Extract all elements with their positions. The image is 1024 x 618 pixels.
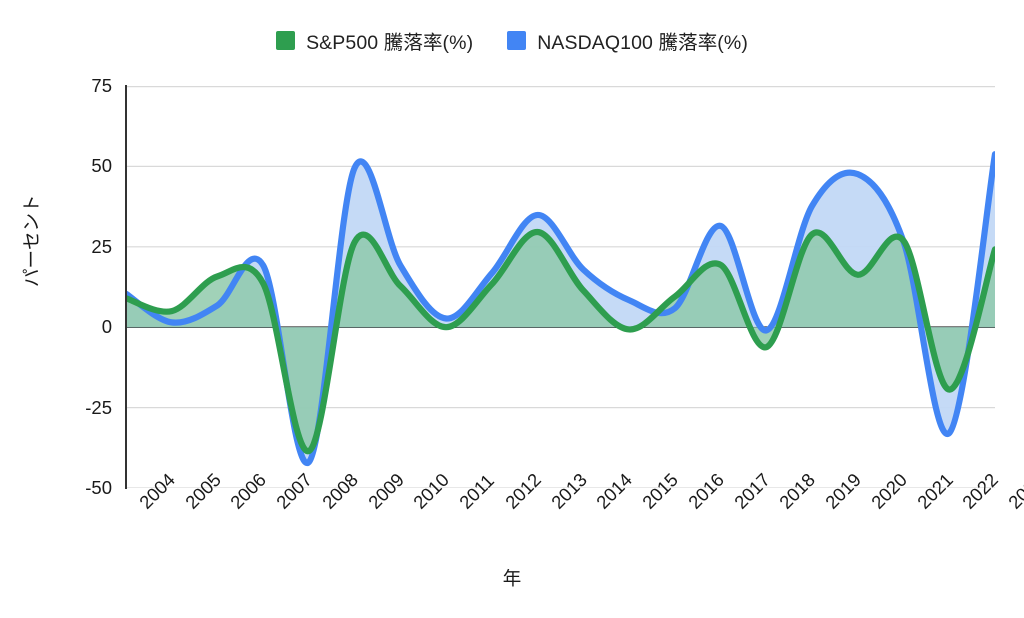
x-tick-label: 2017 [729,468,774,513]
legend-item-nasdaq100[interactable]: NASDAQ100 騰落率(%) [507,26,748,55]
x-tick-label: 2023 [1004,468,1024,513]
x-tick-label: 2007 [272,468,317,513]
y-axis-title: パーセント [21,194,42,287]
x-tick-label: 2005 [180,468,225,513]
plot-area [126,86,995,488]
y-tick-label: -50 [85,477,112,498]
chart-plot-svg [126,86,995,488]
x-tick-label: 2009 [363,468,408,513]
x-tick-label: 2015 [638,468,683,513]
y-axis-line [125,85,127,489]
y-tick-label: 75 [91,75,112,96]
chart-legend: S&P500 騰落率(%) NASDAQ100 騰落率(%) [0,26,1024,55]
y-tick-label: 0 [101,316,112,338]
x-axis-title: 年 [502,568,522,589]
x-tick-label: 2014 [592,468,637,513]
x-tick-label: 2020 [866,468,911,513]
y-tick-label: 50 [91,155,112,177]
x-tick-label: 2012 [500,468,545,513]
x-tick-label: 2011 [455,469,499,513]
x-tick-label: 2010 [409,468,454,513]
legend-label-nasdaq100: NASDAQ100 騰落率(%) [537,32,748,54]
x-tick-label: 2016 [683,468,728,513]
x-tick-label: 2018 [775,468,820,513]
x-tick-label: 2022 [958,468,1003,513]
x-tick-label: 2008 [317,468,362,513]
x-tick-label: 2019 [821,468,865,513]
line-sp500 [126,228,995,455]
y-tick-label: -25 [85,396,112,418]
x-tick-label: 2021 [912,468,957,513]
x-tick-label: 2004 [135,468,179,513]
y-tick-label: 25 [91,235,112,257]
legend-label-sp500: S&P500 騰落率(%) [306,32,474,54]
legend-swatch-nasdaq100-icon [507,31,527,50]
legend-item-sp500[interactable]: S&P500 騰落率(%) [276,26,473,55]
legend-swatch-sp500-icon [276,31,296,50]
x-tick-label: 2013 [546,468,591,513]
y-axis-tick-labels: 75 50 25 0 -25 -50 [0,0,112,618]
x-tick-label: 2006 [226,468,271,513]
